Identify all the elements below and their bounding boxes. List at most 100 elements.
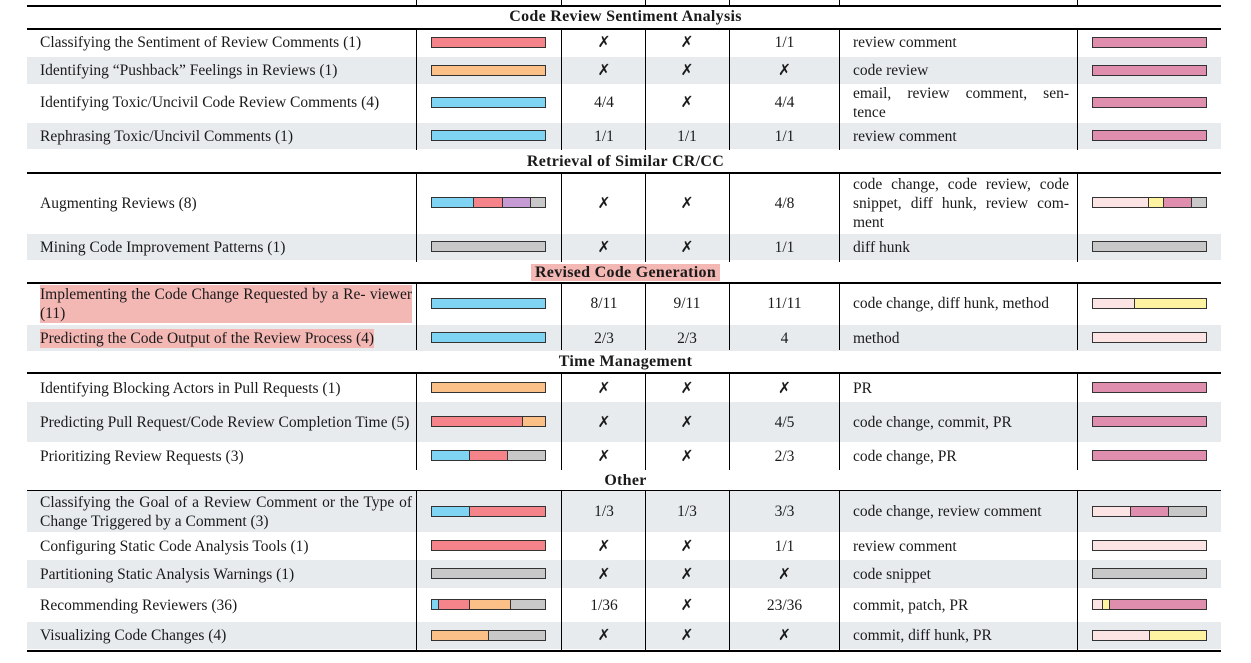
section-title: Other bbox=[0, 471, 1251, 491]
task-name-text: Predicting Pull Request/Code Review Comp… bbox=[40, 413, 410, 431]
data-bar bbox=[1092, 97, 1207, 108]
table-row: Partitioning Static Analysis Warnings (1… bbox=[27, 560, 1221, 588]
metric-c2: ✗ bbox=[680, 194, 694, 212]
artifacts: code change, PR bbox=[853, 447, 957, 465]
data-bar bbox=[1092, 298, 1207, 309]
table-row: Implementing the Code Change Requested b… bbox=[27, 284, 1221, 323]
task-name-text: Implementing the Code Change Requested b… bbox=[40, 284, 412, 323]
task-name: Partitioning Static Analysis Warnings (1… bbox=[40, 560, 412, 588]
column-rule bbox=[561, 374, 562, 470]
metric-c3: 4/4 bbox=[774, 94, 795, 111]
task-name-text: Recommending Reviewers (36) bbox=[40, 596, 238, 614]
artifacts: code snippet bbox=[853, 565, 931, 583]
task-name: Augmenting Reviews (8) bbox=[40, 174, 412, 232]
bar-segment-purple bbox=[501, 198, 531, 207]
bar-segment-pink bbox=[1093, 98, 1206, 107]
table-row: Predicting the Code Output of the Review… bbox=[27, 325, 1221, 351]
bar-segment-blue bbox=[432, 451, 469, 460]
metric-c1: ✗ bbox=[597, 62, 611, 79]
column-rule bbox=[416, 29, 417, 150]
metric-c1: ✗ bbox=[597, 413, 611, 431]
column-rule bbox=[839, 29, 840, 150]
artifacts: commit, patch, PR bbox=[853, 596, 969, 614]
section-title-text: Revised Code Generation bbox=[530, 264, 721, 281]
artifacts: PR bbox=[853, 379, 872, 397]
column-rule bbox=[1077, 284, 1078, 350]
bar-segment-lightpink bbox=[1093, 299, 1134, 308]
artifacts: review comment bbox=[853, 34, 957, 51]
data-bar bbox=[1092, 382, 1207, 393]
approach-bar bbox=[431, 599, 546, 610]
task-name-text: Rephrasing Toxic/Uncivil Comments (1) bbox=[40, 127, 294, 145]
column-rule bbox=[561, 174, 562, 262]
bar-segment-gray bbox=[488, 631, 545, 640]
metric-c3: 3/3 bbox=[774, 503, 795, 520]
table-row: Mining Code Improvement Patterns (1) ✗ ✗ 1/… bbox=[27, 234, 1221, 260]
metric-c3: 4/5 bbox=[774, 413, 795, 431]
table-row: Prioritizing Review Requests (3) ✗ ✗ 2/3 cod… bbox=[27, 442, 1221, 470]
approach-bar bbox=[431, 450, 546, 461]
rule-line bbox=[27, 28, 1221, 30]
bar-segment-gray bbox=[1093, 242, 1206, 251]
section-title-text: Code Review Sentiment Analysis bbox=[509, 8, 742, 25]
metric-c3: 1/1 bbox=[774, 127, 795, 145]
metric-c1: ✗ bbox=[597, 565, 611, 583]
bar-segment-blue bbox=[432, 600, 438, 609]
bar-segment-gray bbox=[1191, 198, 1206, 207]
approach-bar bbox=[431, 506, 546, 517]
column-rule bbox=[416, 374, 417, 470]
metric-c3: 1/1 bbox=[774, 34, 795, 51]
section-title: Revised Code Generation bbox=[0, 262, 1251, 283]
column-rule bbox=[645, 174, 646, 262]
column-rule bbox=[729, 491, 730, 651]
data-bar bbox=[1092, 450, 1207, 461]
column-rule bbox=[645, 491, 646, 651]
column-rule bbox=[645, 284, 646, 350]
column-rule bbox=[561, 284, 562, 350]
bar-segment-blue bbox=[432, 131, 545, 140]
metric-c2: ✗ bbox=[680, 62, 694, 79]
bar-segment-yellow bbox=[1149, 631, 1206, 640]
artifacts: method bbox=[853, 329, 900, 347]
metric-c3: 4 bbox=[780, 329, 789, 347]
column-rule bbox=[839, 284, 840, 350]
metric-c3: ✗ bbox=[778, 565, 791, 583]
metric-c3: 1/1 bbox=[774, 238, 795, 256]
task-name: Implementing the Code Change Requested b… bbox=[40, 284, 412, 323]
data-bar bbox=[1092, 506, 1207, 517]
section-title: Time Management bbox=[0, 351, 1251, 373]
section-title: Code Review Sentiment Analysis bbox=[0, 5, 1251, 29]
metric-c2: ✗ bbox=[680, 379, 694, 397]
task-name: Configuring Static Code Analysis Tools (… bbox=[40, 532, 412, 560]
bar-segment-pink bbox=[1093, 66, 1206, 75]
bar-segment-pink bbox=[1129, 507, 1168, 516]
task-name: Classifying the Sentiment of Review Comm… bbox=[40, 29, 412, 56]
section-title-text: Time Management bbox=[558, 353, 693, 370]
metric-c3: 11/11 bbox=[767, 295, 802, 312]
bar-segment-gray bbox=[432, 569, 545, 578]
metric-c3: 23/36 bbox=[766, 596, 803, 614]
task-name-text: Predicting the Code Output of the Review… bbox=[40, 328, 375, 348]
metric-c1: 8/11 bbox=[590, 295, 618, 312]
column-rule bbox=[839, 0, 840, 5]
section-title-text: Other bbox=[604, 472, 647, 489]
data-bar bbox=[1092, 37, 1207, 48]
table-row: Predicting Pull Request/Code Review Comp… bbox=[27, 402, 1221, 442]
data-bar bbox=[1092, 599, 1207, 610]
approach-bar bbox=[431, 630, 546, 641]
task-name-text: Augmenting Reviews (8) bbox=[40, 194, 197, 212]
bar-segment-red bbox=[437, 600, 470, 609]
column-rule bbox=[416, 0, 417, 5]
bar-segment-orange bbox=[469, 600, 510, 609]
approach-bar bbox=[431, 97, 546, 108]
task-name-text: Identifying “Pushback” Feelings in Revie… bbox=[40, 62, 338, 79]
section-title-text: Retrieval of Similar CR/CC bbox=[526, 153, 725, 170]
column-rule bbox=[1077, 374, 1078, 470]
artifacts: review comment bbox=[853, 127, 957, 145]
bar-segment-lightpink bbox=[1093, 541, 1206, 550]
bar-segment-gray bbox=[506, 451, 546, 460]
metric-c3: ✗ bbox=[778, 627, 791, 644]
data-bar bbox=[1092, 65, 1207, 76]
rule-line bbox=[27, 172, 1221, 174]
metric-c2: 1/1 bbox=[677, 127, 697, 145]
